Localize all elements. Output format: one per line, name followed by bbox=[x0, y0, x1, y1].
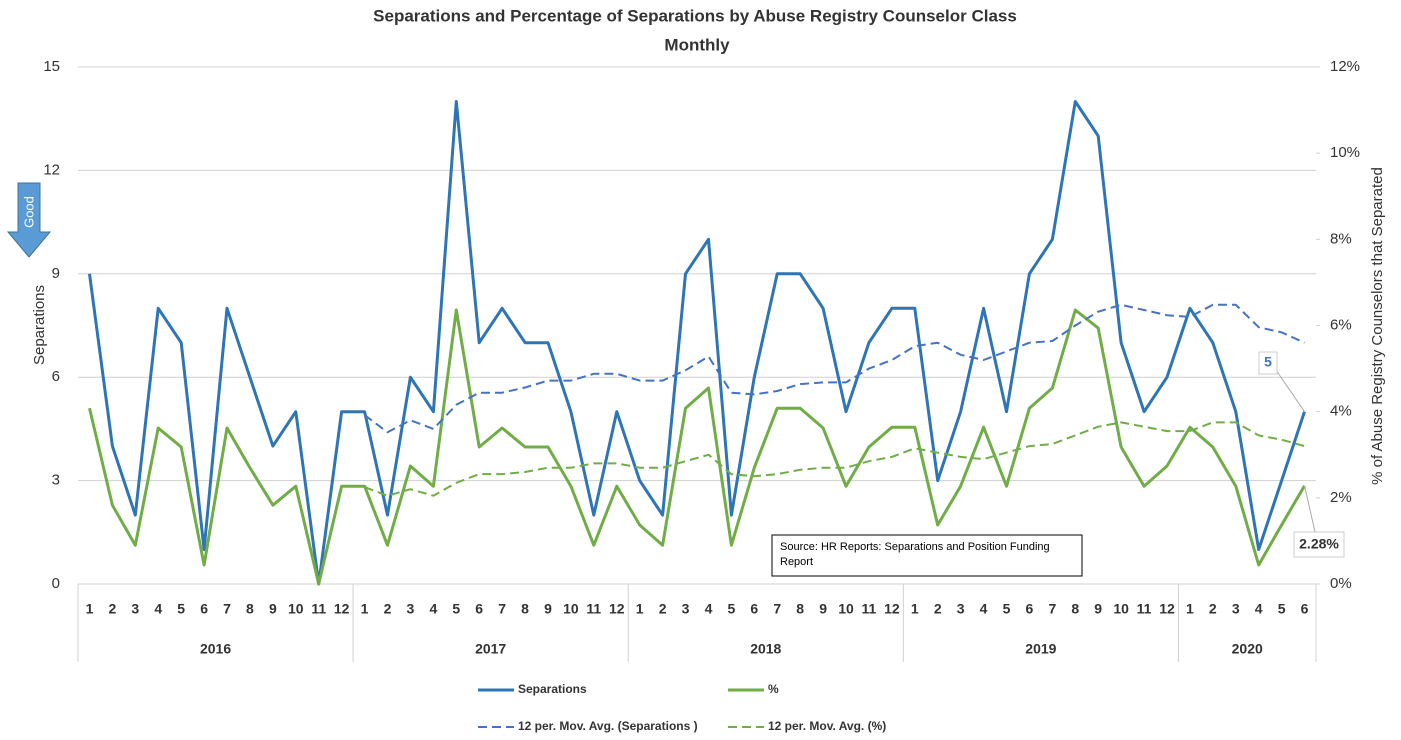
chart-title: Separations and Percentage of Separation… bbox=[373, 6, 1017, 25]
series-line bbox=[88, 100, 1306, 586]
y2-tick-label: 6% bbox=[1330, 316, 1352, 333]
x-tick-label: 10 bbox=[838, 601, 854, 617]
x-tick-label: 6 bbox=[200, 601, 208, 617]
x-tick-label: 11 bbox=[311, 601, 326, 617]
x-tick-label: 5 bbox=[452, 601, 460, 617]
y-tick-label: 15 bbox=[43, 58, 60, 75]
series-line bbox=[363, 303, 1305, 434]
x-tick-label: 7 bbox=[1048, 601, 1056, 617]
leader-line bbox=[1304, 485, 1316, 533]
x-tick-label: 12 bbox=[884, 601, 900, 617]
x-tick-label: 1 bbox=[1186, 601, 1194, 617]
data-label-box bbox=[1293, 531, 1345, 558]
x-tick-label: 4 bbox=[154, 601, 162, 617]
x-tick-label: 11 bbox=[1137, 601, 1152, 617]
y-tick-label: 12 bbox=[43, 161, 60, 178]
x-tick-label: 5 bbox=[177, 601, 185, 617]
y2-tick-label: 12% bbox=[1330, 58, 1360, 75]
source-box bbox=[771, 534, 1083, 577]
x-tick-label: 2 bbox=[1209, 601, 1217, 617]
year-label: 2017 bbox=[475, 641, 506, 657]
legend-label: 12 per. Mov. Avg. (Separations ) bbox=[518, 719, 698, 733]
x-tick-label: 9 bbox=[544, 601, 552, 617]
good-arrow: Good bbox=[6, 182, 52, 258]
x-tick-label: 5 bbox=[1003, 601, 1011, 617]
x-tick-label: 1 bbox=[361, 601, 369, 617]
x-tick-label: 1 bbox=[911, 601, 919, 617]
x-tick-label: 4 bbox=[705, 601, 713, 617]
y-tick-label: 0 bbox=[52, 575, 60, 592]
legend-label: Separations bbox=[518, 682, 587, 696]
data-label: 2.28% bbox=[1299, 536, 1339, 552]
x-tick-label: 1 bbox=[636, 601, 644, 617]
x-tick-label: 6 bbox=[1026, 601, 1034, 617]
x-tick-label: 2 bbox=[659, 601, 667, 617]
x-tick-label: 6 bbox=[475, 601, 483, 617]
arrow-shape bbox=[6, 182, 52, 258]
y2-tick-label: 4% bbox=[1330, 403, 1352, 420]
x-tick-label: 2 bbox=[934, 601, 942, 617]
x-tick-label: 2 bbox=[384, 601, 392, 617]
year-label: 2020 bbox=[1232, 641, 1263, 657]
chart-subtitle: Monthly bbox=[664, 35, 730, 54]
x-tick-label: 4 bbox=[1255, 601, 1263, 617]
y2-tick-label: 0% bbox=[1330, 575, 1352, 592]
x-tick-label: 2 bbox=[108, 601, 116, 617]
source-text: Source: HR Reports: Separations and Posi… bbox=[780, 541, 1050, 568]
x-tick-label: 7 bbox=[498, 601, 506, 617]
x-tick-label: 11 bbox=[862, 601, 877, 617]
x-tick-label: 8 bbox=[521, 601, 529, 617]
legend-label: % bbox=[768, 682, 779, 696]
arrow-label: Good bbox=[21, 196, 36, 228]
series-line bbox=[364, 421, 1305, 497]
x-tick-label: 6 bbox=[750, 601, 758, 617]
x-tick-label: 12 bbox=[334, 601, 350, 617]
x-tick-label: 3 bbox=[682, 601, 690, 617]
y2-tick-label: 2% bbox=[1330, 489, 1352, 506]
y2-axis-label: % of Abuse Registry Counselors that Sepa… bbox=[1369, 167, 1386, 485]
x-tick-label: 9 bbox=[269, 601, 277, 617]
x-tick-label: 7 bbox=[773, 601, 781, 617]
x-tick-label: 3 bbox=[957, 601, 965, 617]
x-tick-label: 4 bbox=[429, 601, 437, 617]
year-label: 2019 bbox=[1025, 641, 1056, 657]
series-line bbox=[88, 308, 1306, 586]
x-tick-label: 12 bbox=[609, 601, 625, 617]
y2-tick-label: 8% bbox=[1330, 230, 1352, 247]
x-tick-label: 6 bbox=[1301, 601, 1309, 617]
x-tick-label: 5 bbox=[1278, 601, 1286, 617]
x-tick-label: 3 bbox=[131, 601, 139, 617]
x-tick-label: 1 bbox=[86, 601, 94, 617]
year-label: 2016 bbox=[200, 641, 231, 657]
x-tick-label: 8 bbox=[796, 601, 804, 617]
data-label-box bbox=[1258, 351, 1278, 375]
y-tick-label: 6 bbox=[52, 368, 60, 385]
source-wrap: Source: HR Reports: Separations and Posi… bbox=[780, 541, 1050, 568]
legend-label: 12 per. Mov. Avg. (%) bbox=[768, 719, 886, 733]
x-tick-label: 10 bbox=[563, 601, 579, 617]
x-tick-label: 3 bbox=[407, 601, 415, 617]
x-tick-label: 9 bbox=[1094, 601, 1102, 617]
x-tick-label: 10 bbox=[288, 601, 304, 617]
y-tick-label: 3 bbox=[52, 472, 60, 489]
y-tick-label: 9 bbox=[52, 265, 60, 282]
y2-tick-label: 10% bbox=[1330, 144, 1360, 161]
y-axis-label: Separations bbox=[31, 285, 48, 365]
leader-line bbox=[1275, 369, 1305, 412]
x-tick-label: 11 bbox=[586, 601, 601, 617]
data-label: 5 bbox=[1264, 354, 1272, 370]
x-tick-label: 8 bbox=[246, 601, 254, 617]
x-tick-label: 10 bbox=[1113, 601, 1129, 617]
year-label: 2018 bbox=[750, 641, 781, 657]
x-tick-label: 9 bbox=[819, 601, 827, 617]
x-tick-label: 4 bbox=[980, 601, 988, 617]
x-tick-label: 12 bbox=[1159, 601, 1175, 617]
x-tick-label: 5 bbox=[727, 601, 735, 617]
x-tick-label: 3 bbox=[1232, 601, 1240, 617]
x-tick-label: 7 bbox=[223, 601, 231, 617]
x-tick-label: 8 bbox=[1071, 601, 1079, 617]
